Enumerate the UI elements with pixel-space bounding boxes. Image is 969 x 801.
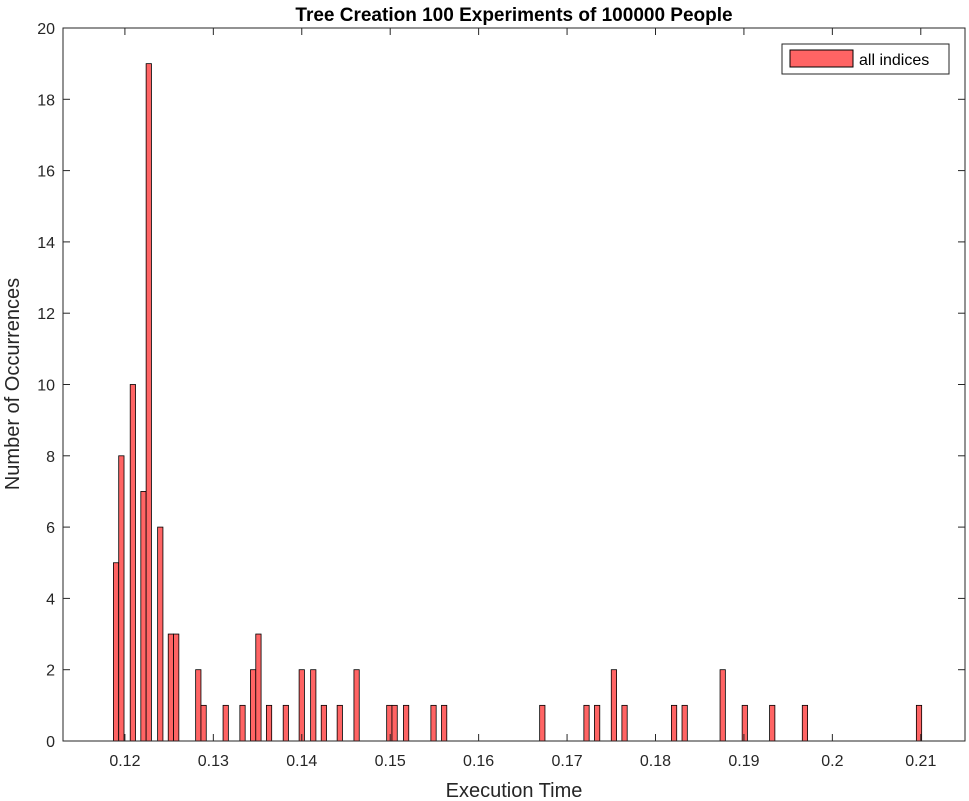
x-tick-label: 0.12 [109,753,140,770]
y-tick-label: 10 [37,378,55,395]
x-tick-label: 0.2 [821,753,843,770]
y-axis-title: Number of Occurrences [2,278,24,490]
histogram-bar [298,669,305,742]
y-tick-label: 12 [37,306,55,323]
histogram-bar [265,704,273,742]
histogram-bar [583,704,590,742]
histogram-bar [386,704,393,742]
histogram-bar [801,704,808,742]
y-tick-label: 2 [46,663,55,680]
y-tick-label: 14 [37,235,55,252]
histogram-bar [430,704,437,742]
plot-background [63,28,965,741]
histogram-bar [255,633,262,742]
histogram-bar [310,669,317,742]
histogram-bar [610,669,617,742]
histogram-bar [403,704,410,742]
legend-swatch [789,49,854,68]
histogram-bar [282,704,289,742]
histogram-bar [441,704,448,742]
legend: all indices [781,43,950,75]
histogram-bar [118,455,125,742]
y-tick-label: 16 [37,164,55,181]
histogram-bar [173,633,180,742]
y-tick-label: 18 [37,92,55,109]
histogram-bar [320,704,327,742]
histogram-bar [195,669,202,742]
histogram-bar [157,526,164,742]
histogram-bar [671,704,678,742]
x-tick-label: 0.13 [198,753,229,770]
x-axis-title: Execution Time [446,780,583,801]
y-tick-label: 4 [46,591,55,608]
histogram-bar [594,704,601,742]
y-tick-label: 8 [46,449,55,466]
histogram-bar [167,633,174,742]
tick-labels-layer: 0.12 0.13 0.14 0.15 0.16 0.17 0.18 0.19 0.2 0.21 0… [37,21,936,770]
histogram-bar [769,704,776,742]
histogram-bar [222,704,229,742]
x-tick-label: 0.19 [728,753,759,770]
histogram-bar [145,63,152,742]
histogram-bar [719,669,726,742]
histogram-bar [113,562,120,742]
y-tick-label: 0 [46,734,55,751]
x-tick-label: 0.15 [375,753,406,770]
histogram-bar [353,669,360,742]
y-tick-label: 20 [37,21,55,38]
x-tick-label: 0.16 [463,753,494,770]
legend-label: all indices [859,52,929,69]
plot-frame [62,27,966,742]
histogram-bar [129,384,136,742]
histogram-bar [539,704,546,742]
histogram-bar [741,704,748,742]
x-tick-label: 0.14 [286,753,317,770]
histogram-bar [681,704,688,742]
chart-title: Tree Creation 100 Experiments of 100000 … [295,5,732,26]
histogram-bar [200,704,207,742]
histogram-bar [239,704,246,742]
histogram-bar [250,669,257,742]
x-tick-label: 0.21 [905,753,936,770]
bars-layer [113,63,923,742]
x-tick-label: 0.17 [551,753,582,770]
histogram-bar [140,491,147,742]
histogram-bar [391,704,398,742]
x-tick-label: 0.18 [640,753,671,770]
histogram-bar [621,704,628,742]
histogram-bar [336,704,343,742]
y-tick-label: 6 [46,520,55,537]
